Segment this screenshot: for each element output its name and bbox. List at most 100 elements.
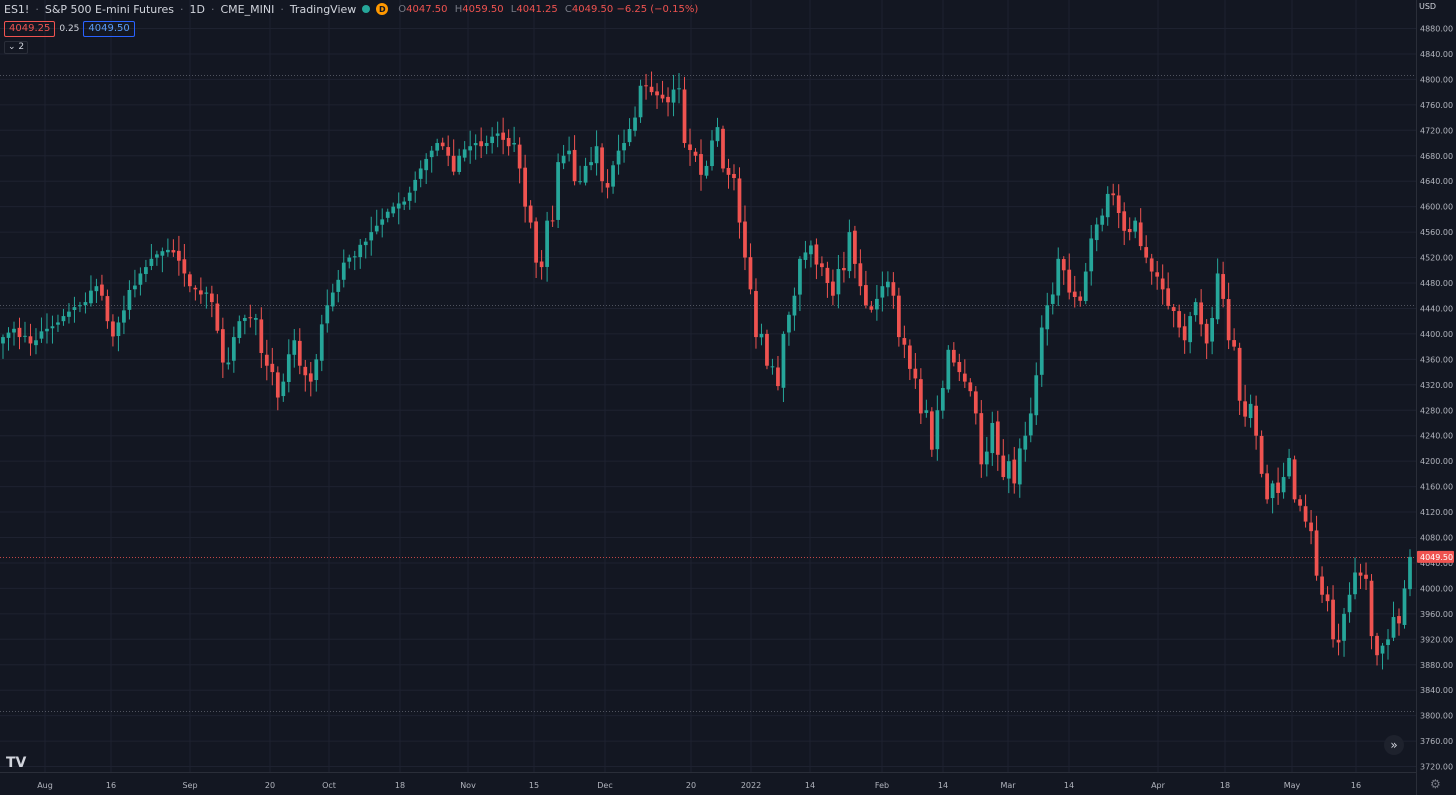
- buy-price-button[interactable]: 4049.50: [83, 21, 135, 37]
- candle-body: [264, 354, 269, 366]
- price-tick-label: 3960.00: [1420, 610, 1453, 619]
- candle-body: [951, 349, 956, 363]
- candle-body: [127, 289, 132, 310]
- candle-body: [319, 324, 324, 361]
- candle-body: [1023, 435, 1028, 450]
- candle-body: [286, 354, 291, 382]
- candle-body: [556, 162, 560, 220]
- price-tick-label: 4600.00: [1420, 203, 1453, 212]
- candle-body: [1006, 461, 1011, 479]
- candle-body: [83, 302, 88, 306]
- candle-body: [968, 382, 973, 392]
- indicators-count: 2: [18, 42, 25, 52]
- candle-body: [347, 257, 352, 262]
- candle-body: [506, 137, 511, 147]
- candle-body: [1138, 222, 1143, 247]
- candle-body: [798, 258, 802, 295]
- price-tick-label: 3760.00: [1420, 737, 1453, 746]
- candle-body: [1265, 473, 1269, 500]
- price-axis[interactable]: [1416, 0, 1456, 795]
- candle-body: [253, 317, 258, 320]
- candle-body: [89, 290, 93, 304]
- candle-body: [578, 181, 582, 183]
- candle-body: [907, 345, 912, 369]
- candle-body: [842, 268, 846, 271]
- candle-body: [929, 411, 934, 450]
- candle-body: [292, 340, 297, 355]
- time-tick-label: Aug: [37, 781, 53, 790]
- candle-body: [787, 314, 791, 333]
- candle-body: [671, 89, 676, 103]
- candle-body: [1034, 375, 1039, 416]
- candle-body: [1303, 506, 1308, 522]
- time-tick-label: 16: [106, 781, 116, 790]
- candle-body: [28, 336, 33, 344]
- candle-body: [1166, 288, 1171, 306]
- candle-body: [1408, 556, 1412, 590]
- candle-body: [880, 286, 885, 298]
- candle-body: [1177, 311, 1182, 328]
- price-tick-label: 4160.00: [1420, 483, 1453, 492]
- candle-body: [940, 387, 945, 411]
- price-tick-label: 3840.00: [1420, 686, 1453, 695]
- candle-body: [479, 141, 484, 147]
- currency-label[interactable]: USD: [1419, 2, 1436, 11]
- candle-body: [589, 162, 593, 166]
- price-tick-label: 4480.00: [1420, 279, 1453, 288]
- candle-body: [638, 85, 643, 118]
- candle-body: [1001, 455, 1006, 478]
- candle-body: [622, 143, 626, 151]
- candle-body: [490, 136, 495, 144]
- candle-body: [781, 333, 786, 388]
- double-chevron-right-icon[interactable]: »: [1384, 735, 1404, 755]
- sell-price-button[interactable]: 4049.25: [4, 21, 56, 37]
- candle-body: [957, 362, 962, 373]
- price-tick-label: 4640.00: [1420, 177, 1453, 186]
- gear-icon[interactable]: ⚙: [1430, 777, 1441, 791]
- candle-body: [743, 221, 747, 258]
- candle-body: [402, 201, 407, 205]
- price-tick-label: 3800.00: [1420, 712, 1453, 721]
- candle-body: [462, 149, 467, 158]
- candle-body: [215, 303, 220, 331]
- source-label: TradingView: [289, 2, 357, 16]
- price-tick-label: 4440.00: [1420, 304, 1453, 313]
- price-tick-label: 4320.00: [1420, 381, 1453, 390]
- candle-body: [875, 298, 879, 310]
- indicators-toggle-button[interactable]: ⌄ 2: [4, 41, 29, 54]
- candle-body: [198, 290, 203, 295]
- candle-body: [374, 225, 379, 232]
- candle-body: [979, 413, 984, 465]
- price-tick-label: 4680.00: [1420, 152, 1453, 161]
- candle-body: [649, 86, 654, 93]
- candle-body: [1380, 645, 1385, 654]
- candle-body: [1061, 259, 1066, 271]
- exchange-label: CME_MINI: [220, 2, 275, 16]
- candle-body: [1331, 599, 1335, 640]
- time-tick-label: May: [1284, 781, 1301, 790]
- candle-body: [1067, 269, 1072, 293]
- price-tick-label: 4520.00: [1420, 254, 1453, 263]
- tradingview-logo-icon[interactable]: 𝗧𝗩: [6, 755, 27, 771]
- candle-body: [710, 140, 714, 167]
- candle-body: [275, 372, 280, 398]
- candle-body: [1056, 258, 1061, 296]
- candle-body: [605, 183, 610, 188]
- candle-body: [413, 179, 418, 191]
- candle-body: [122, 310, 126, 323]
- delayed-data-badge[interactable]: D: [376, 3, 389, 15]
- candle-body: [512, 143, 517, 145]
- candle-body: [1012, 459, 1017, 484]
- candle-body: [1050, 294, 1055, 304]
- candle-body: [1111, 193, 1116, 196]
- candle-body: [72, 307, 77, 310]
- time-tick-label: Sep: [182, 781, 197, 790]
- candle-body: [303, 366, 308, 376]
- interval-label[interactable]: 1D: [189, 2, 205, 16]
- candle-body: [924, 410, 929, 413]
- symbol-ticker[interactable]: ES1!: [4, 2, 30, 16]
- candle-body: [567, 150, 571, 155]
- candle-body: [17, 327, 22, 338]
- candle-body: [1116, 195, 1121, 214]
